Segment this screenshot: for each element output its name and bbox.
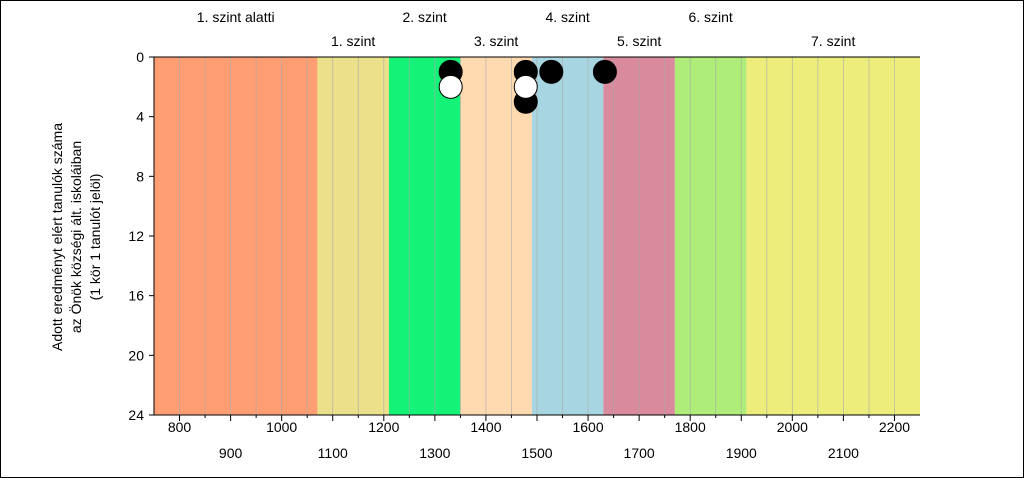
x-tick-label: 1400 (470, 419, 501, 435)
band-label: 6. szint (688, 9, 732, 25)
chart-labels: 1. szint alatti 1. szint 2. szint 3. szint 4… (128, 9, 910, 461)
band-label: 5. szint (617, 33, 661, 49)
x-tick-label: 1800 (675, 419, 706, 435)
y-tick-label: 8 (136, 168, 144, 184)
student-marker-open (513, 74, 538, 99)
x-tick-label: 2200 (879, 419, 910, 435)
level-band-4 (460, 57, 532, 415)
x-tick-label: 1200 (368, 419, 399, 435)
y-tick-label: 16 (128, 288, 144, 304)
band-label: 1. szint (331, 33, 375, 49)
y-axis-label-line: az Önök községi ált. iskoláiban (67, 141, 84, 333)
student-marker-filled (539, 59, 564, 84)
y-tick-label: 4 (136, 109, 144, 125)
level-band-5 (531, 57, 604, 415)
x-tick-label: 1300 (419, 445, 450, 461)
band-label: 7. szint (811, 33, 855, 49)
y-tick-label: 20 (128, 347, 144, 363)
student-marker-open (438, 74, 463, 99)
axes (149, 56, 920, 421)
x-tick-label: 2000 (777, 419, 808, 435)
band-label: 4. szint (545, 9, 589, 25)
band-label: 1. szint alatti (197, 9, 275, 25)
x-tick-label: 800 (168, 419, 192, 435)
y-tick-label: 0 (136, 49, 144, 65)
level-bands (154, 57, 920, 415)
band-label: 3. szint (474, 33, 518, 49)
vertical-gridlines (179, 57, 895, 415)
student-marker-filled (592, 59, 617, 84)
x-tick-label: 1900 (726, 445, 757, 461)
y-tick-label: 24 (128, 407, 144, 423)
x-tick-label: 1700 (624, 445, 655, 461)
level-band-8 (746, 57, 920, 415)
x-tick-label: 1100 (318, 445, 348, 461)
y-tick-label: 12 (128, 228, 144, 244)
x-tick-label: 1600 (572, 419, 603, 435)
y-axis-label-line: Adott eredményt elért tanulók száma (49, 123, 65, 351)
level-band-1 (154, 57, 318, 415)
x-tick-label: 1500 (521, 445, 552, 461)
level-band-3 (388, 57, 461, 415)
data-points (438, 59, 617, 114)
x-tick-label: 2100 (828, 445, 859, 461)
x-tick-label: 900 (219, 445, 243, 461)
level-band-2 (317, 57, 389, 415)
y-axis-label: Adott eredményt elért tanulók száma az Ön… (49, 123, 103, 351)
x-tick-label: 1000 (266, 419, 297, 435)
band-label: 2. szint (402, 9, 446, 25)
level-band-7 (674, 57, 747, 415)
y-axis-label-line: (1 kör 1 tanulót jelöl) (87, 174, 103, 301)
